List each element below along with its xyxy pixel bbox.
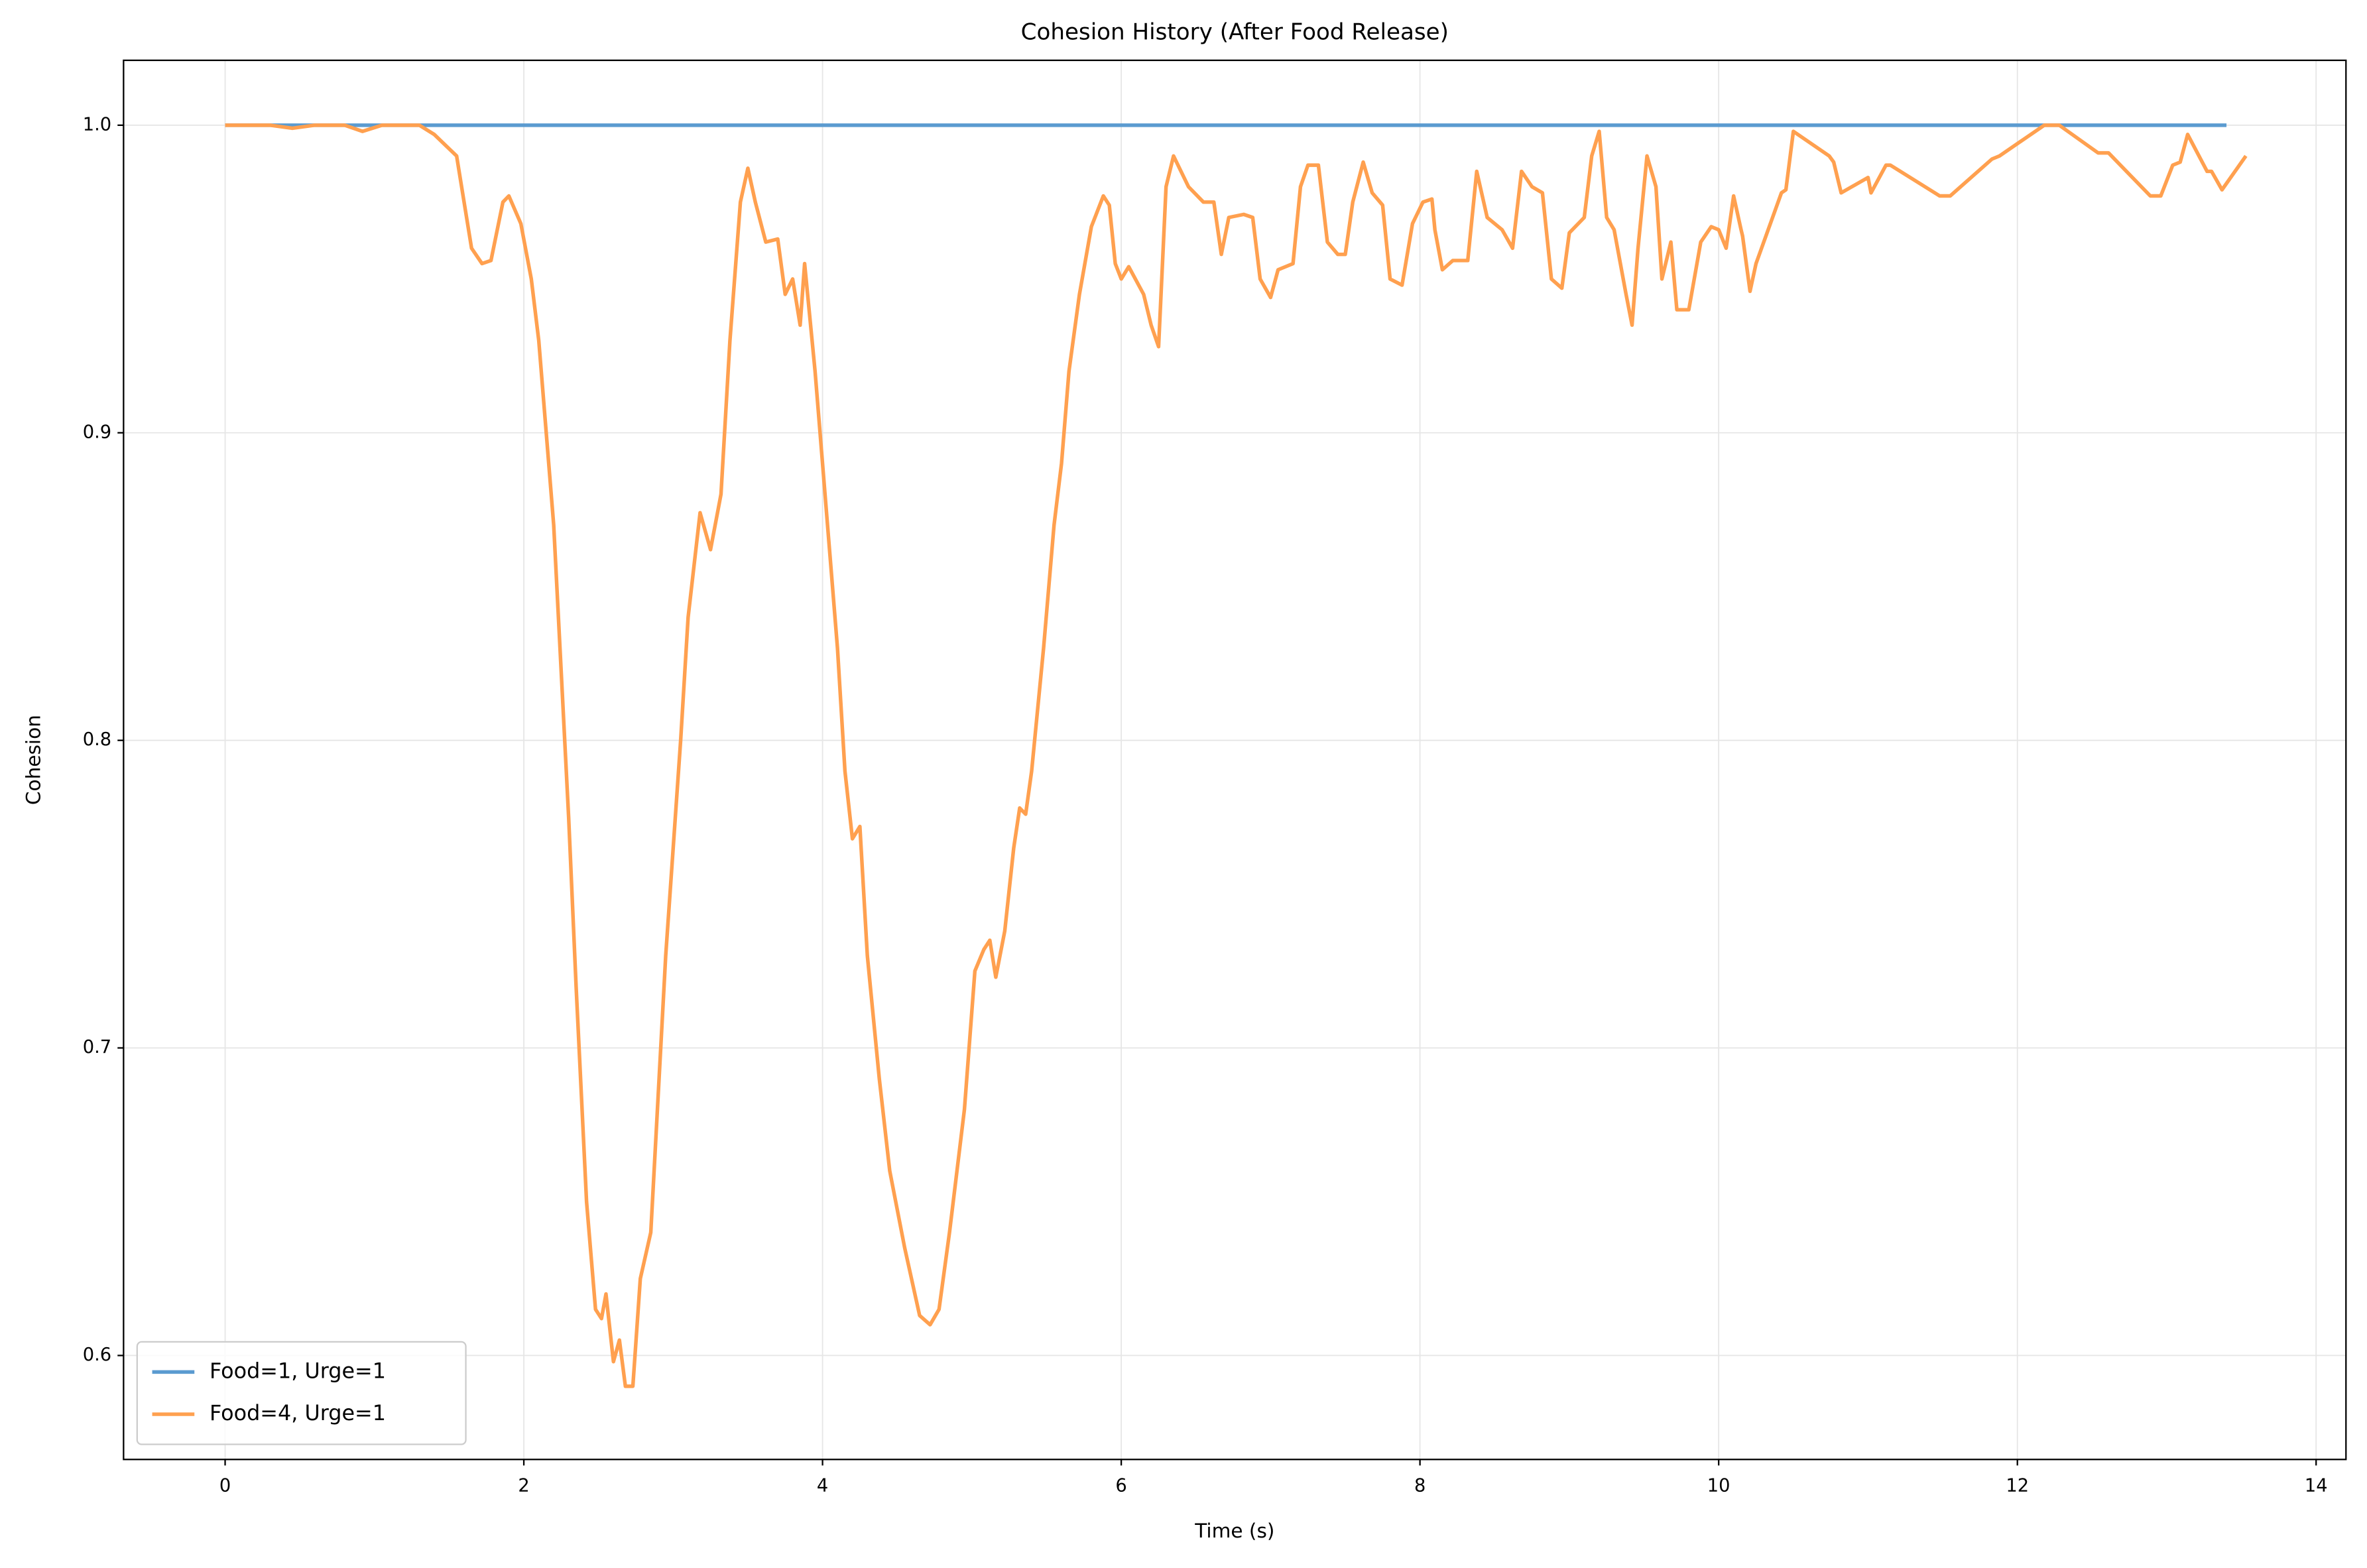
x-tick-label: 8 — [1414, 1476, 1426, 1496]
legend: Food=1, Urge=1 Food=4, Urge=1 — [136, 1341, 467, 1445]
x-tick-label: 0 — [219, 1476, 231, 1496]
x-axis-label: Time (s) — [1194, 1520, 1274, 1542]
plot-lines — [225, 123, 2248, 1388]
ticks: 0 2 4 6 8 10 12 14 0.6 0.7 0.8 0.9 1.0 — [83, 114, 2328, 1496]
x-tick-label: 4 — [817, 1476, 828, 1496]
legend-label: Food=1, Urge=1 — [210, 1358, 386, 1383]
x-tick-label: 14 — [2305, 1476, 2328, 1496]
legend-box — [136, 1341, 467, 1445]
legend-label: Food=4, Urge=1 — [210, 1400, 386, 1425]
series-line — [225, 123, 2248, 1388]
x-tick-label: 10 — [1707, 1476, 1730, 1496]
y-tick-label: 0.7 — [83, 1037, 111, 1057]
x-tick-label: 12 — [2006, 1476, 2029, 1496]
y-tick-label: 0.6 — [83, 1345, 111, 1365]
plot-frame — [123, 59, 2347, 1461]
y-axis-label: Cohesion — [23, 715, 45, 805]
y-tick-label: 0.8 — [83, 729, 111, 750]
y-tick-label: 0.9 — [83, 422, 111, 442]
x-tick-label: 6 — [1115, 1476, 1126, 1496]
y-tick-label: 1.0 — [83, 114, 111, 135]
x-tick-label: 2 — [518, 1476, 529, 1496]
chart-title: Cohesion History (After Food Release) — [1021, 19, 1449, 46]
